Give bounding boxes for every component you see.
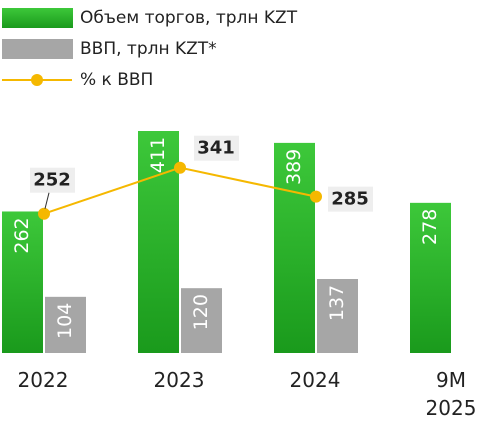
line-point: [310, 190, 322, 203]
x-tick-label: 2024: [290, 368, 341, 392]
bar: [45, 296, 86, 353]
bar-value-label: 389: [283, 149, 305, 185]
legend-swatch: [2, 39, 73, 59]
legend-label: Объем торгов, трлн KZT: [80, 8, 298, 28]
bar-value-label: 137: [326, 285, 348, 321]
bar: [138, 131, 179, 353]
bar-value-label: 411: [147, 137, 169, 173]
line-point: [174, 161, 186, 174]
bar: [410, 202, 451, 353]
legend-swatch: [2, 8, 73, 28]
line-value-label: 252: [33, 170, 71, 191]
value-label-box: [30, 167, 75, 193]
bar: [181, 288, 222, 353]
legend-label: ВВП, трлн KZT*: [80, 39, 217, 59]
bar-value-label: 262: [11, 217, 33, 253]
line-point: [38, 207, 50, 220]
bar: [2, 211, 43, 353]
line-value-label: 285: [331, 189, 369, 210]
x-tick-label: 2022: [18, 368, 69, 392]
bar: [317, 279, 358, 353]
leader-line: [44, 192, 50, 209]
line-value-label: 341: [197, 138, 235, 159]
bar-value-label: 278: [419, 209, 441, 245]
x-tick-label: 9M 2025: [426, 368, 477, 420]
legend-label: % к ВВП: [80, 70, 153, 90]
x-tick-label: 2023: [154, 368, 205, 392]
bar-value-label: 120: [190, 294, 212, 330]
value-label-box: [328, 186, 373, 212]
value-label-box: [194, 135, 239, 161]
legend-dot: [31, 74, 43, 86]
bar-value-label: 104: [54, 303, 76, 339]
bar: [274, 142, 315, 353]
